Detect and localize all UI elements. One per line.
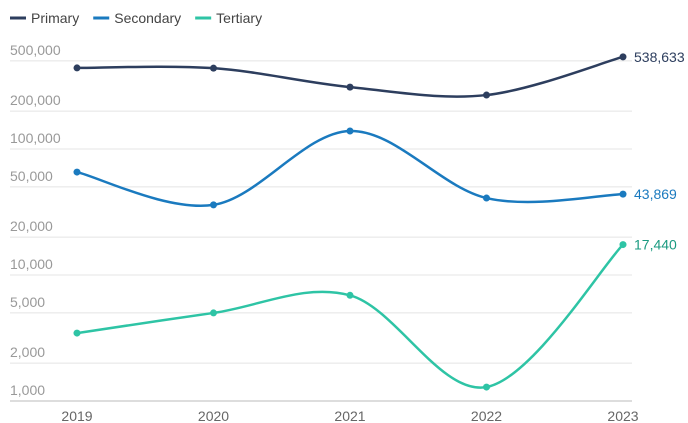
legend-label: Primary [31, 10, 79, 26]
data-point [346, 291, 354, 299]
data-point [346, 83, 354, 91]
y-tick-label: 200,000 [10, 92, 61, 108]
data-point [619, 53, 627, 61]
data-point [210, 64, 217, 72]
x-tick-label: 2019 [61, 408, 92, 423]
series-line [76, 243, 624, 389]
y-tick-label: 500,000 [10, 42, 61, 58]
y-tick-label: 100,000 [10, 130, 61, 146]
data-point [483, 91, 490, 99]
y-tick-label: 50,000 [10, 168, 53, 184]
data-point [346, 127, 354, 135]
data-point [619, 241, 627, 249]
x-tick-label: 2022 [471, 408, 502, 423]
data-point [73, 329, 81, 337]
data-point [483, 194, 490, 202]
data-point [73, 64, 81, 72]
data-label: 538,633 [634, 49, 685, 65]
data-point [73, 168, 81, 176]
data-label: 43,869 [634, 186, 677, 202]
series-line [76, 129, 624, 208]
y-tick-label: 1,000 [10, 382, 45, 398]
x-tick-label: 2021 [334, 408, 365, 423]
series-line [76, 55, 624, 98]
legend-label: Secondary [114, 10, 181, 26]
y-tick-label: 5,000 [10, 294, 45, 310]
data-point [619, 190, 627, 198]
data-point [210, 201, 217, 209]
legend-label: Tertiary [216, 10, 262, 26]
data-label: 17,440 [634, 237, 677, 253]
y-tick-label: 2,000 [10, 344, 45, 360]
y-tick-label: 10,000 [10, 256, 53, 272]
data-point [483, 383, 490, 391]
x-tick-label: 2023 [607, 408, 638, 423]
data-point [210, 309, 217, 317]
x-tick-label: 2020 [198, 408, 229, 423]
y-tick-label: 20,000 [10, 218, 53, 234]
